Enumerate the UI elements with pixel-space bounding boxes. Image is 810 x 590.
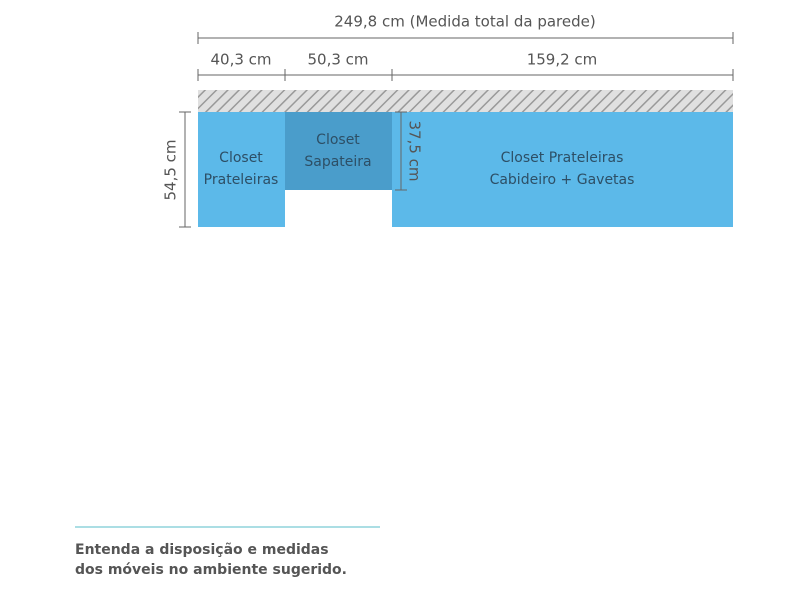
- segment-label: 159,2 cm: [527, 51, 598, 69]
- shoe-depth-label: 37,5 cm: [406, 120, 424, 181]
- block-label: Closet: [219, 150, 263, 166]
- block-label: Cabideiro + Gavetas: [490, 172, 635, 188]
- block: [198, 112, 285, 227]
- depth-label: 54,5 cm: [162, 139, 180, 200]
- block-label: Closet Prateleiras: [501, 150, 624, 166]
- caption-line: dos móveis no ambiente sugerido.: [75, 562, 347, 578]
- block: [285, 112, 392, 190]
- block-label: Prateleiras: [204, 172, 279, 188]
- segment-label: 50,3 cm: [307, 51, 368, 69]
- caption-line: Entenda a disposição e medidas: [75, 542, 329, 558]
- block-label: Sapateira: [304, 154, 371, 170]
- block: [392, 112, 733, 227]
- total-label: 249,8 cm (Medida total da parede): [334, 13, 595, 31]
- wall: [198, 90, 733, 112]
- block-label: Closet: [316, 132, 360, 148]
- segment-label: 40,3 cm: [210, 51, 271, 69]
